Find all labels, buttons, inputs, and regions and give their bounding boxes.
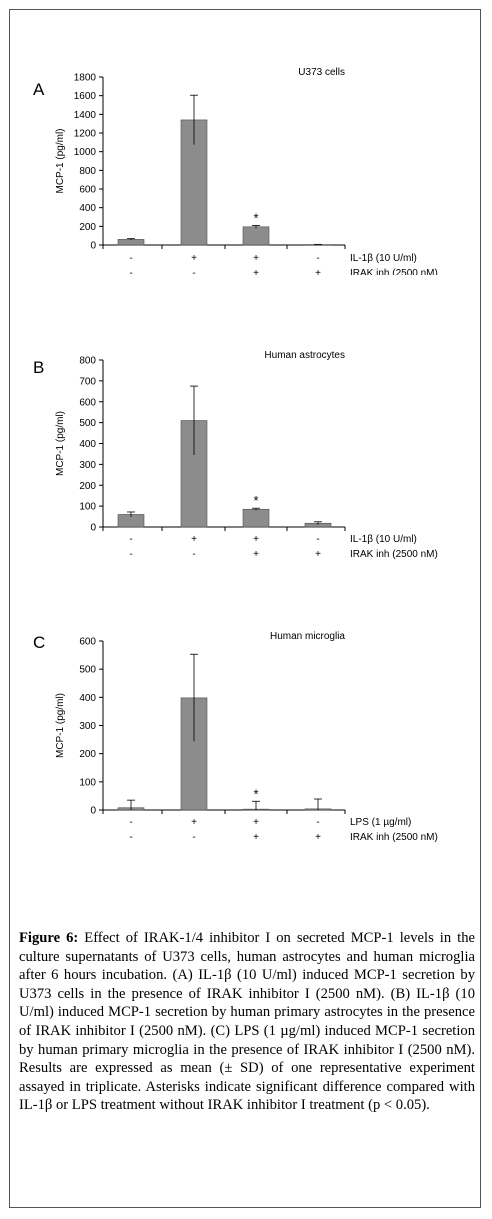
treatment-sign: - (129, 534, 132, 545)
treatment-sign: + (191, 534, 197, 545)
treatment-sign: - (129, 253, 132, 264)
y-axis-label: MCP-1 (pg/ml) (55, 693, 66, 758)
y-tick-label: 1600 (74, 91, 97, 102)
y-tick-label: 800 (79, 356, 96, 367)
y-tick-label: 200 (79, 749, 96, 760)
treatment-label: LPS (1 µg/ml) (350, 817, 411, 828)
caption-text: Effect of IRAK-1/4 inhibitor I on secret… (19, 930, 475, 1114)
y-tick-label: 600 (79, 637, 96, 648)
chart-title: Human microglia (270, 631, 345, 642)
treatment-sign: - (129, 549, 132, 560)
treatment-sign: + (315, 268, 321, 275)
treatment-sign: + (253, 268, 259, 275)
treatment-sign: - (129, 832, 132, 843)
treatment-sign: + (253, 253, 259, 264)
y-tick-label: 400 (79, 693, 96, 704)
y-tick-label: 500 (79, 418, 96, 429)
y-tick-label: 500 (79, 665, 96, 676)
bar (242, 508, 270, 528)
y-tick-label: 0 (90, 806, 96, 817)
y-tick-label: 600 (79, 185, 96, 196)
treatment-sign: - (316, 534, 319, 545)
y-tick-label: 300 (79, 460, 96, 471)
y-tick-label: 200 (79, 222, 96, 233)
treatment-label: IRAK inh (2500 nM) (350, 268, 438, 275)
y-tick-label: 100 (79, 777, 96, 788)
treatment-sign: - (129, 817, 132, 828)
y-tick-label: 1400 (74, 110, 97, 121)
treatment-label: IL-1β (10 U/ml) (350, 253, 417, 264)
y-tick-label: 300 (79, 721, 96, 732)
panel-letter: A (33, 80, 45, 99)
caption-label: Figure 6: (19, 930, 79, 946)
chart-panel-a: A U373 cells MCP-1 (pg/ml) 0 200 400 600 800 100… (33, 67, 438, 275)
y-tick-label: 1200 (74, 129, 97, 140)
treatment-sign: + (253, 832, 259, 843)
treatment-label: IRAK inh (2500 nM) (350, 549, 438, 560)
treatment-sign: - (192, 832, 195, 843)
chart-title: Human astrocytes (264, 350, 345, 361)
treatment-sign: - (316, 817, 319, 828)
treatment-sign: - (192, 549, 195, 560)
y-tick-label: 0 (90, 523, 96, 534)
treatment-sign: + (191, 253, 197, 264)
y-tick-label: 700 (79, 376, 96, 387)
panel-letter: C (33, 633, 45, 652)
treatment-sign: - (192, 268, 195, 275)
y-tick-label: 800 (79, 166, 96, 177)
y-axis-label: MCP-1 (pg/ml) (55, 128, 66, 193)
treatment-sign: + (253, 549, 259, 560)
y-tick-label: 1000 (74, 147, 97, 158)
treatment-label: IRAK inh (2500 nM) (350, 832, 438, 843)
bar (117, 239, 145, 246)
panel-letter: B (33, 358, 44, 377)
significance-asterisk: * (253, 210, 258, 225)
y-tick-label: 400 (79, 439, 96, 450)
y-axis-label: MCP-1 (pg/ml) (55, 411, 66, 476)
treatment-label: IL-1β (10 U/ml) (350, 534, 417, 545)
chart-title: U373 cells (298, 67, 345, 78)
chart-panel-c: C Human microglia MCP-1 (pg/ml) 0 100 200 300 4… (33, 631, 438, 843)
y-tick-label: 1800 (74, 73, 97, 84)
treatment-sign: - (316, 253, 319, 264)
treatment-sign: - (129, 268, 132, 275)
treatment-sign: + (315, 549, 321, 560)
y-tick-label: 0 (90, 241, 96, 252)
bar (242, 226, 270, 246)
y-tick-label: 400 (79, 203, 96, 214)
chart-panel-b: B Human astrocytes MCP-1 (pg/ml) 0 100 200 300… (33, 350, 438, 560)
treatment-sign: + (253, 817, 259, 828)
significance-asterisk: * (253, 786, 258, 801)
figure-caption: Figure 6: Effect of IRAK-1/4 inhibitor I… (19, 929, 475, 1115)
figure-frame (9, 9, 481, 1208)
y-tick-label: 600 (79, 397, 96, 408)
treatment-sign: + (191, 817, 197, 828)
treatment-sign: + (253, 534, 259, 545)
y-tick-label: 100 (79, 502, 96, 513)
y-tick-label: 200 (79, 481, 96, 492)
treatment-sign: + (315, 832, 321, 843)
significance-asterisk: * (253, 493, 258, 508)
